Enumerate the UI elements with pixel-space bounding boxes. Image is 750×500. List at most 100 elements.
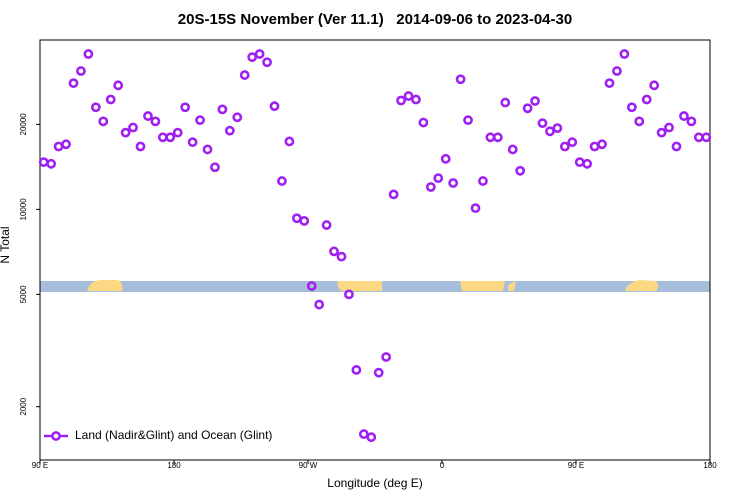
data-point: [559, 141, 570, 152]
x-tick-label: 90 W: [299, 461, 318, 470]
data-point: [589, 141, 600, 152]
data-point: [46, 158, 57, 169]
data-point: [418, 117, 429, 128]
data-point: [649, 80, 660, 91]
y-tick-label: 2000: [19, 397, 28, 415]
data-point: [478, 176, 488, 186]
data-point: [411, 94, 421, 105]
data-point: [165, 132, 176, 143]
data-point: [492, 132, 503, 143]
data-point: [217, 104, 228, 115]
x-tick-label: 0: [440, 461, 445, 470]
data-point: [641, 94, 652, 105]
data-point: [105, 94, 116, 105]
data-point: [425, 182, 436, 192]
data-point: [262, 57, 272, 68]
data-point: [522, 103, 533, 114]
data-point: [507, 144, 518, 155]
data-point: [500, 97, 511, 108]
data-point: [239, 70, 250, 80]
data-point: [381, 352, 392, 362]
data-point: [545, 126, 555, 137]
x-axis-label: Longitude (deg E): [327, 476, 422, 490]
data-point: [373, 367, 384, 378]
data-point: [202, 144, 213, 155]
data-point: [366, 432, 377, 443]
data-point: [113, 80, 124, 91]
data-point: [321, 220, 332, 230]
data-point: [187, 137, 198, 148]
data-point: [180, 102, 191, 113]
data-point: [210, 162, 220, 173]
data-point: [470, 203, 481, 214]
data-point: [619, 49, 630, 59]
land-patch: [460, 281, 516, 291]
data-point: [76, 66, 86, 76]
land-patch: [337, 281, 382, 291]
data-point: [634, 116, 645, 127]
x-tick-label: 90 E: [568, 461, 584, 470]
data-point: [336, 251, 347, 262]
data-point: [448, 178, 459, 188]
data-point: [358, 429, 369, 439]
data-point: [485, 132, 496, 143]
data-point: [574, 157, 585, 168]
data-point: [329, 246, 339, 257]
data-point: [269, 101, 280, 112]
data-point: [61, 139, 71, 150]
x-tick-label: 180: [703, 461, 717, 470]
data-point: [306, 281, 317, 291]
data-point: [299, 216, 310, 226]
data-point: [433, 173, 444, 184]
land-patch: [87, 280, 123, 291]
data-point: [247, 52, 258, 63]
data-point: [90, 102, 101, 113]
data-point: [403, 91, 414, 101]
data-point: [455, 74, 466, 85]
data-point: [701, 132, 712, 143]
data-point: [254, 49, 265, 59]
data-point: [463, 115, 473, 126]
data-point: [232, 112, 243, 123]
data-point: [582, 158, 593, 169]
data-point: [351, 365, 362, 375]
data-point: [388, 189, 399, 200]
data-point: [284, 136, 295, 147]
data-point: [664, 122, 674, 133]
data-point: [314, 299, 325, 310]
data-point: [686, 116, 697, 127]
data-point: [120, 127, 131, 138]
data-point: [567, 137, 578, 148]
data-point: [515, 165, 526, 176]
data-point: [597, 139, 607, 150]
data-point: [530, 96, 540, 106]
data-point: [671, 141, 682, 152]
legend-label: Land (Nadir&Glint) and Ocean (Glint): [75, 428, 272, 442]
data-point: [98, 116, 109, 127]
data-point: [53, 141, 64, 152]
data-point: [83, 49, 94, 59]
data-point: [537, 118, 548, 129]
data-point: [679, 111, 689, 121]
data-point: [150, 116, 161, 127]
legend-marker: [51, 431, 61, 441]
data-point: [344, 289, 354, 300]
data-point: [38, 157, 49, 168]
data-point: [68, 78, 79, 89]
data-point: [135, 141, 146, 152]
data-point: [224, 125, 235, 136]
data-point: [157, 132, 168, 143]
data-point: [291, 213, 302, 224]
y-tick-label: 10000: [19, 198, 28, 221]
y-tick-label: 5000: [19, 285, 28, 303]
data-point: [693, 132, 704, 143]
y-axis-label: N Total: [0, 226, 12, 263]
data-point: [656, 127, 667, 138]
land-patch: [625, 280, 658, 291]
chart-title: 20S-15S November (Ver 11.1) 2014-09-06 t…: [178, 11, 572, 28]
data-point: [612, 66, 622, 76]
data-point: [128, 122, 138, 133]
data-point: [143, 111, 153, 121]
data-point: [396, 95, 406, 106]
